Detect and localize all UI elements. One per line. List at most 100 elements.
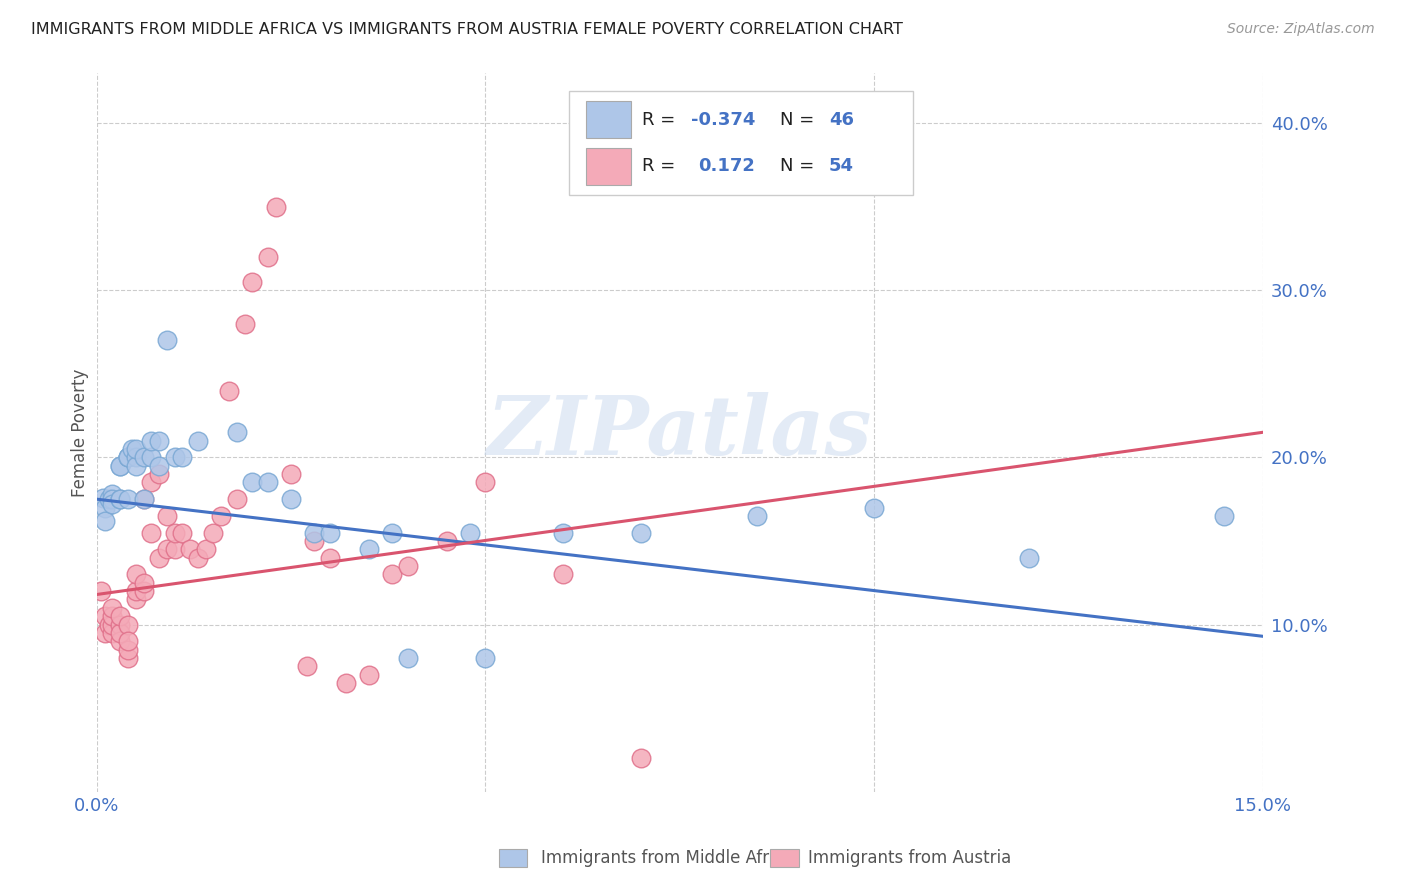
Point	[125, 442, 148, 456]
Point	[117, 450, 139, 465]
Point	[110, 458, 132, 473]
Point	[233, 317, 256, 331]
Point	[110, 458, 132, 473]
Text: -0.374: -0.374	[692, 111, 756, 128]
Point	[225, 492, 247, 507]
Point	[319, 525, 342, 540]
Point	[90, 584, 112, 599]
Point	[187, 434, 209, 448]
Point	[93, 514, 115, 528]
Point	[240, 275, 263, 289]
Text: R =: R =	[643, 111, 682, 128]
Text: Immigrants from Middle Africa: Immigrants from Middle Africa	[541, 849, 793, 867]
Point	[93, 609, 115, 624]
Text: 0.172: 0.172	[699, 157, 755, 176]
Point	[101, 487, 124, 501]
Point	[257, 250, 280, 264]
Point	[187, 550, 209, 565]
Point	[125, 592, 148, 607]
Point	[257, 475, 280, 490]
Point	[357, 667, 380, 681]
Point	[280, 492, 302, 507]
Point	[553, 525, 575, 540]
Point	[863, 500, 886, 515]
Point	[1212, 508, 1234, 523]
Point	[1018, 550, 1040, 565]
Point	[110, 626, 132, 640]
Text: R =: R =	[643, 157, 688, 176]
Point	[101, 600, 124, 615]
Point	[141, 475, 163, 490]
Point	[319, 550, 342, 565]
Point	[110, 492, 132, 507]
Point	[101, 609, 124, 624]
Point	[110, 634, 132, 648]
Point	[125, 567, 148, 582]
Point	[295, 659, 318, 673]
Point	[381, 567, 404, 582]
Point	[335, 676, 357, 690]
Point	[132, 584, 155, 599]
Point	[141, 434, 163, 448]
Point	[117, 450, 139, 465]
Text: IMMIGRANTS FROM MIDDLE AFRICA VS IMMIGRANTS FROM AUSTRIA FEMALE POVERTY CORRELAT: IMMIGRANTS FROM MIDDLE AFRICA VS IMMIGRA…	[31, 22, 903, 37]
Point	[172, 450, 194, 465]
Point	[125, 458, 148, 473]
Point	[97, 617, 120, 632]
Point	[101, 492, 124, 507]
Point	[179, 542, 201, 557]
Point	[396, 651, 419, 665]
Text: N =: N =	[780, 111, 820, 128]
Point	[218, 384, 240, 398]
Point	[202, 525, 225, 540]
Point	[141, 525, 163, 540]
Point	[117, 642, 139, 657]
Point	[630, 525, 652, 540]
Point	[304, 533, 326, 548]
Point	[240, 475, 263, 490]
Point	[194, 542, 217, 557]
Point	[436, 533, 458, 548]
Point	[357, 542, 380, 557]
Point	[163, 525, 186, 540]
Point	[553, 567, 575, 582]
Point	[110, 617, 132, 632]
Point	[148, 467, 170, 482]
Point	[225, 425, 247, 440]
Text: 54: 54	[830, 157, 853, 176]
Point	[91, 491, 114, 505]
Point	[132, 450, 155, 465]
Point	[132, 492, 155, 507]
Text: ZIPatlas: ZIPatlas	[486, 392, 873, 473]
Point	[125, 584, 148, 599]
Point	[304, 525, 326, 540]
Point	[156, 508, 179, 523]
Point	[117, 492, 139, 507]
Text: 46: 46	[830, 111, 853, 128]
Text: Immigrants from Austria: Immigrants from Austria	[808, 849, 1012, 867]
Point	[209, 508, 232, 523]
Y-axis label: Female Poverty: Female Poverty	[72, 368, 89, 497]
Point	[110, 609, 132, 624]
Point	[125, 450, 148, 465]
Point	[141, 450, 163, 465]
Text: Source: ZipAtlas.com: Source: ZipAtlas.com	[1227, 22, 1375, 37]
Point	[747, 508, 769, 523]
Point	[474, 475, 496, 490]
FancyBboxPatch shape	[586, 101, 631, 138]
Point	[117, 651, 139, 665]
Point	[93, 500, 115, 515]
Point	[264, 200, 287, 214]
Point	[148, 458, 170, 473]
Point	[101, 626, 124, 640]
Point	[163, 450, 186, 465]
Point	[396, 559, 419, 574]
Point	[163, 542, 186, 557]
Point	[172, 525, 194, 540]
Point	[630, 751, 652, 765]
Point	[97, 492, 120, 507]
Point	[156, 542, 179, 557]
Point	[280, 467, 302, 482]
Point	[156, 334, 179, 348]
Point	[132, 575, 155, 590]
